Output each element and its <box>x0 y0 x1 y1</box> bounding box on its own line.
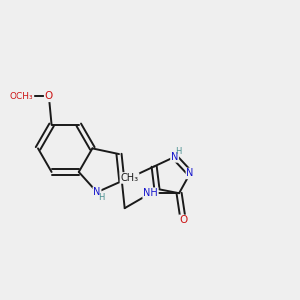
Text: CH₃: CH₃ <box>120 173 139 183</box>
Text: N: N <box>171 152 178 162</box>
Text: N: N <box>186 168 194 178</box>
Text: H: H <box>98 194 104 202</box>
Text: O: O <box>179 215 187 225</box>
Text: NH: NH <box>143 188 158 198</box>
Text: O: O <box>45 91 53 101</box>
Text: N: N <box>93 187 101 197</box>
Text: OCH₃: OCH₃ <box>10 92 34 101</box>
Text: H: H <box>175 147 182 156</box>
